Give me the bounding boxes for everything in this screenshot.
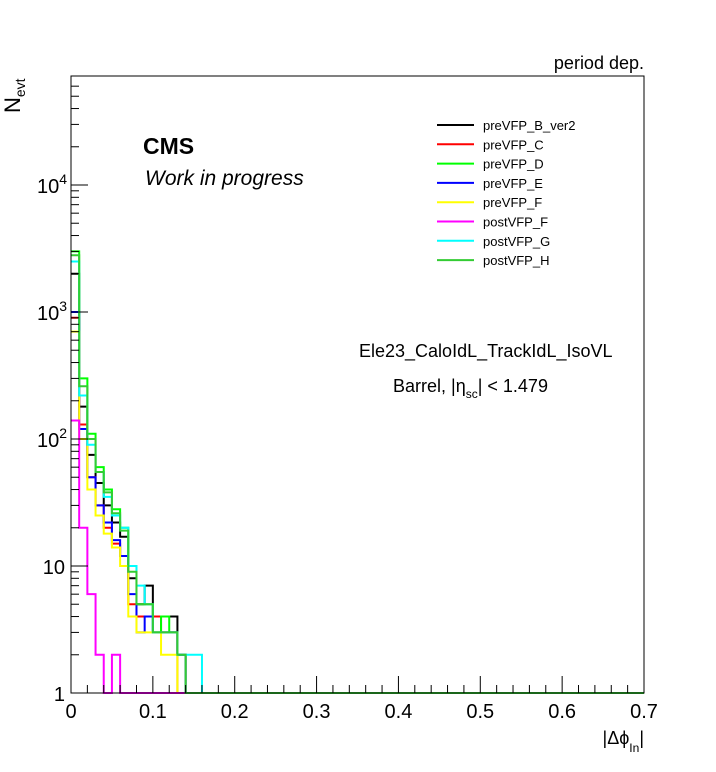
region-label: Barrel, |ηsc| < 1.479: [393, 376, 548, 401]
series-layer: [71, 250, 644, 694]
y-tick-label: 103: [37, 298, 67, 325]
legend-label: preVFP_E: [483, 176, 543, 191]
y-axis-label-sub: evt: [12, 78, 28, 97]
y-axis-label-main: N: [0, 97, 25, 113]
x-tick-label: 0.3: [303, 701, 331, 723]
status-label: Work in progress: [145, 167, 304, 190]
y-tick-label: 1: [54, 684, 65, 706]
x-tick-label: 0.4: [385, 701, 413, 723]
x-tick-label: 0: [65, 701, 76, 723]
legend-label: preVFP_B_ver2: [483, 118, 576, 133]
region-suffix: | < 1.479: [478, 376, 548, 396]
x-axis-label-prefix: |Δϕ: [603, 728, 630, 748]
x-tick-label: 0.7: [630, 701, 658, 723]
region-sub: sc: [466, 387, 478, 401]
legend-label: preVFP_C: [483, 137, 544, 152]
plot-area: [71, 76, 644, 693]
x-tick-label: 0.1: [139, 701, 167, 723]
axis-layer: 0 0.1 0.2 0.3 0.4 0.5 0.6 0.7 1 10 102 103 104: [37, 85, 658, 723]
legend: preVFP_B_ver2 preVFP_C preVFP_D preVFP_Epre…: [437, 118, 576, 268]
region-prefix: Barrel, |: [393, 376, 456, 396]
experiment-label: CMS: [143, 133, 194, 159]
region-eta: η: [456, 376, 466, 396]
x-axis-label-suffix: |: [639, 728, 644, 748]
plot-frame: [70, 75, 645, 694]
x-tick-label: 0.5: [466, 701, 494, 723]
y-axis-label: Nevt: [0, 78, 28, 113]
legend-label: postVFP_G: [483, 234, 550, 249]
y-tick-label: 102: [37, 425, 67, 452]
legend-label: postVFP_H: [483, 253, 549, 268]
y-tick-label: 10: [43, 557, 65, 579]
corner-label: period dep.: [554, 53, 644, 73]
x-tick-label: 0.2: [221, 701, 249, 723]
x-tick-label: 0.6: [548, 701, 576, 723]
legend-label: preVFP_D: [483, 157, 544, 172]
trigger-label: Ele23_CaloIdL_TrackIdL_IsoVL: [359, 341, 613, 362]
x-axis-label: |ΔϕIn|: [603, 728, 644, 755]
legend-label: postVFP_F: [483, 215, 548, 230]
series-line-postVFP_H: [71, 254, 644, 694]
legend-label: preVFP_F: [483, 195, 542, 210]
y-tick-label: 104: [37, 171, 67, 198]
x-axis-label-sub: In: [629, 741, 639, 755]
